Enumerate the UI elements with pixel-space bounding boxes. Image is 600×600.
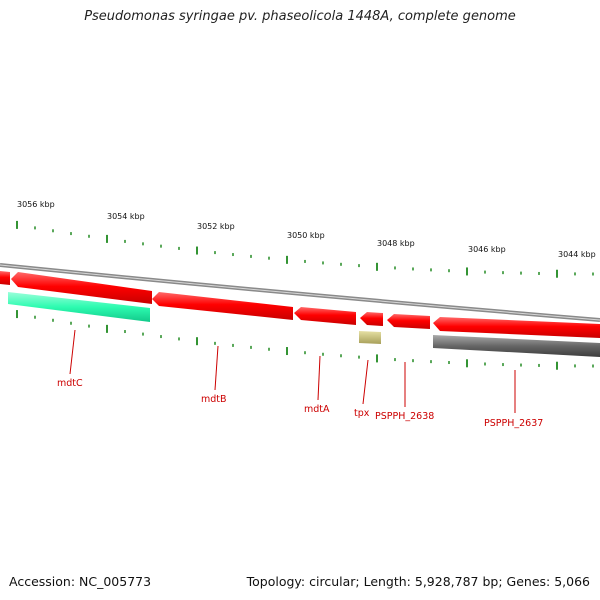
genome-backbone-highlight bbox=[0, 264, 600, 321]
gene-track-reverse bbox=[8, 292, 600, 357]
gene-label-mdtA[interactable]: mdtA bbox=[304, 404, 330, 415]
map-title: Pseudomonas syringae pv. phaseolicola 14… bbox=[84, 9, 516, 24]
outer-tick-marks bbox=[16, 220, 594, 278]
rna-feature-teal[interactable] bbox=[8, 292, 150, 322]
scale-label: 3056 kbp bbox=[17, 200, 55, 209]
scale-label: 3050 kbp bbox=[287, 231, 325, 240]
feature-khaki[interactable] bbox=[359, 331, 381, 344]
leader-line-mdtB bbox=[214, 345, 219, 391]
genome-summary-text: Topology: circular; Length: 5,928,787 bp… bbox=[246, 574, 590, 589]
gene-arrow-partial-left[interactable] bbox=[0, 271, 10, 285]
gene-label-PSPPH_2638[interactable]: PSPPH_2638 bbox=[375, 411, 434, 422]
inner-tick-marks bbox=[16, 310, 594, 370]
gene-arrow-PSPPH_2638[interactable] bbox=[387, 314, 430, 329]
gene-label-mdtC[interactable]: mdtC bbox=[57, 378, 83, 389]
scale-label: 3054 kbp bbox=[107, 212, 145, 221]
scale-label: 3044 kbp bbox=[558, 250, 596, 259]
gene-label-PSPPH_2637[interactable]: PSPPH_2637 bbox=[484, 418, 543, 429]
gene-arrow-mdtB[interactable] bbox=[152, 292, 293, 320]
gene-arrow-mdtC[interactable] bbox=[11, 272, 152, 304]
leader-line-tpx bbox=[362, 359, 369, 405]
scale-label: 3046 kbp bbox=[468, 245, 506, 254]
gene-arrow-tpx[interactable] bbox=[360, 312, 383, 326]
gene-arrow-mdtA[interactable] bbox=[294, 307, 356, 325]
scale-label: 3052 kbp bbox=[197, 222, 235, 231]
leader-line-mdtA bbox=[317, 355, 321, 401]
gene-arrow-PSPPH_2637[interactable] bbox=[433, 317, 600, 338]
accession-text: Accession: NC_005773 bbox=[9, 574, 152, 589]
leader-line-mdtC bbox=[69, 329, 76, 375]
gene-label-mdtB[interactable]: mdtB bbox=[201, 394, 227, 405]
scale-label: 3048 kbp bbox=[377, 239, 415, 248]
gene-track-forward bbox=[0, 271, 600, 338]
feature-grey[interactable] bbox=[433, 335, 600, 357]
gene-label-leaders bbox=[69, 329, 516, 413]
gene-label-tpx[interactable]: tpx bbox=[354, 408, 370, 419]
